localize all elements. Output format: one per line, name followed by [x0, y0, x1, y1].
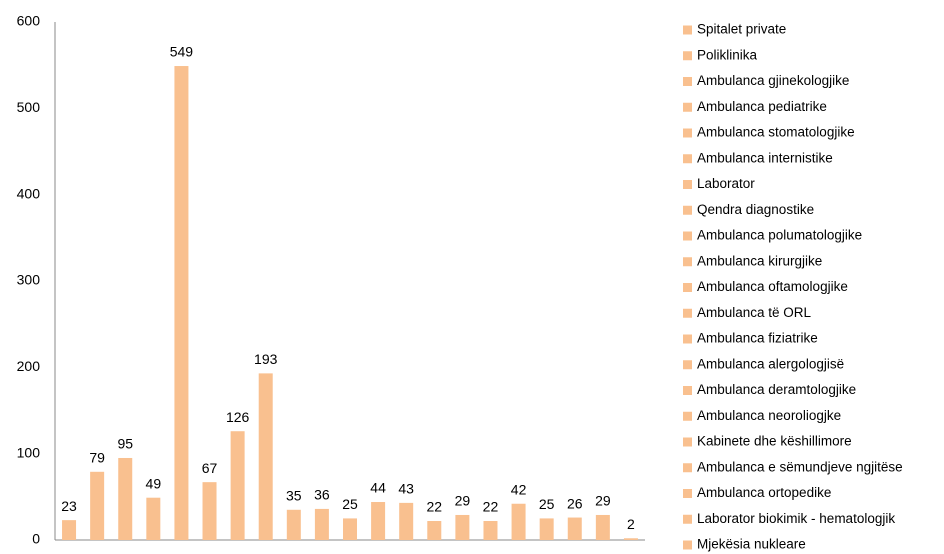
legend-label: Ambulanca polumatologjike	[697, 228, 862, 243]
bar	[539, 518, 554, 540]
bar	[202, 482, 217, 540]
data-label: 67	[202, 460, 218, 476]
bar	[623, 538, 638, 540]
data-label: 79	[89, 449, 105, 465]
y-tick-label: 100	[17, 444, 41, 460]
data-label: 23	[61, 498, 77, 514]
legend-label: Ambulanca fiziatrike	[697, 331, 818, 346]
legend-swatch	[683, 334, 692, 344]
legend-label: Ambulanca e sëmundjeve ngjitëse	[697, 459, 903, 474]
bar	[90, 471, 105, 540]
legend-swatch	[683, 283, 692, 292]
data-label: 29	[455, 493, 471, 509]
data-label: 22	[426, 499, 442, 515]
data-label: 44	[370, 480, 386, 496]
data-label: 25	[539, 496, 555, 512]
legend-swatch	[683, 489, 692, 498]
legend-label: Ambulanca oftamologjike	[697, 279, 848, 294]
legend-swatch	[683, 231, 692, 241]
legend-swatch	[683, 386, 692, 395]
bar	[286, 509, 301, 540]
legend-label: Kabinete dhe këshillimore	[697, 434, 852, 449]
bar	[483, 521, 498, 540]
legend-label: Laborator	[697, 176, 755, 191]
bar	[118, 457, 133, 540]
bar	[399, 502, 414, 540]
bar	[427, 521, 442, 540]
legend-swatch	[683, 437, 692, 447]
legend-swatch	[683, 514, 692, 524]
legend-label: Spitalet private	[697, 22, 786, 37]
legend-swatch	[683, 360, 692, 370]
legend-label: Ambulanca alergologjisë	[697, 356, 844, 371]
data-label: 42	[511, 481, 527, 497]
data-label: 126	[226, 409, 250, 425]
legend-label: Ambulanca gjinekologjike	[697, 73, 849, 88]
data-label: 549	[170, 44, 194, 60]
y-tick-label: 200	[17, 358, 41, 374]
legend-label: Ambulanca deramtologjike	[697, 382, 856, 397]
y-tick-label: 0	[32, 531, 40, 547]
y-tick-label: 500	[17, 99, 41, 115]
data-label: 49	[146, 475, 162, 491]
legend-label: Ambulanca stomatologjike	[697, 125, 855, 140]
legend-swatch	[683, 308, 692, 318]
legend-swatch	[683, 77, 692, 86]
data-label: 22	[483, 499, 499, 515]
bar	[174, 66, 189, 540]
legend-label: Ambulanca neoroliogjke	[697, 408, 841, 423]
legend-label: Ambulanca internistike	[697, 150, 833, 165]
legend-label: Ambulanca ortopedike	[697, 485, 831, 500]
bar	[314, 508, 329, 540]
data-label: 36	[314, 487, 330, 503]
bar	[146, 497, 161, 540]
data-label: 95	[117, 436, 133, 452]
legend-label: Qendra diagnostike	[697, 202, 814, 217]
bar	[595, 514, 610, 540]
legend-swatch	[683, 257, 692, 267]
legend-swatch	[683, 25, 692, 35]
legend-swatch	[683, 463, 692, 473]
bar	[62, 520, 77, 540]
data-label: 29	[595, 493, 611, 509]
legend-label: Mjekësia nukleare	[697, 537, 806, 552]
legend-label: Ambulanca pediatrike	[697, 99, 827, 114]
y-tick-label: 600	[17, 13, 41, 29]
legend-label: Ambulanca kirurgjike	[697, 253, 822, 268]
legend-swatch	[683, 411, 692, 421]
bar	[343, 518, 357, 540]
y-tick-label: 300	[17, 272, 41, 288]
legend-label: Laborator biokimik - hematologjik	[697, 511, 895, 526]
bar	[258, 373, 273, 540]
data-label: 26	[567, 495, 583, 511]
legend-swatch	[683, 540, 692, 550]
legend-label: Poliklinika	[697, 47, 758, 62]
data-label: 193	[254, 351, 278, 367]
bar	[455, 514, 470, 540]
legend-swatch	[683, 180, 692, 189]
legend-label: Ambulanca të ORL	[697, 305, 812, 320]
legend-swatch	[683, 154, 692, 164]
data-label: 35	[286, 487, 302, 503]
bar	[230, 431, 245, 540]
y-tick-label: 400	[17, 185, 41, 201]
bar	[371, 502, 386, 540]
data-label: 2	[627, 516, 635, 532]
bar	[511, 503, 526, 540]
legend-swatch	[683, 128, 692, 138]
legend-swatch	[683, 102, 692, 112]
data-label: 25	[342, 496, 358, 512]
data-label: 43	[398, 481, 414, 497]
legend-swatch	[683, 51, 692, 61]
legend-swatch	[683, 205, 692, 215]
bar	[567, 517, 582, 540]
